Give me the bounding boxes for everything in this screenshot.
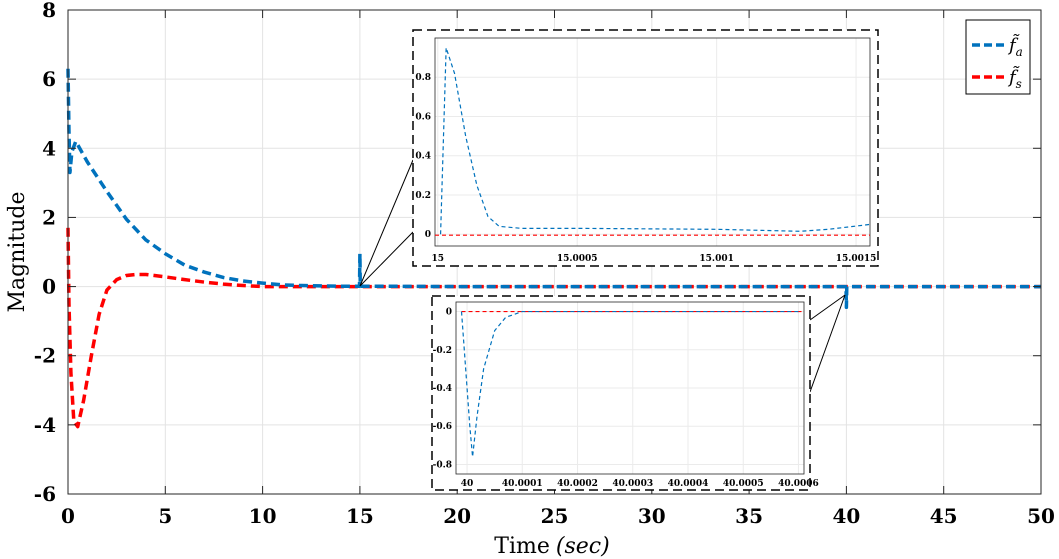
inset-y-tick-label: 0.8 (415, 73, 431, 83)
inset-axes-box (434, 37, 871, 247)
inset-x-tick-label: 15.001 (699, 254, 733, 264)
inset-axes-box (455, 301, 805, 475)
x-tick-label: 45 (930, 504, 958, 528)
inset-connectors (359, 159, 846, 393)
inset-x-tick-label: 40.0005 (723, 479, 764, 489)
connector-top-2 (359, 231, 414, 287)
y-tick-label: -6 (34, 482, 56, 506)
x-tick-label: 50 (1027, 504, 1055, 528)
y-tick-label: 2 (42, 205, 56, 229)
inset-bottom-plot: 40 40.0001 40.0002 40.0003 40.0004 40.0005 40.… (433, 301, 819, 489)
x-axis-label-text: Time (494, 534, 550, 559)
x-axis-label: Time (sec) (494, 534, 609, 559)
inset-top-plot: 15 15.0005 15.001 15.0015 0 0.2 0.4 0.6 0.8 (415, 37, 877, 264)
y-axis-label: Magnitude (5, 191, 30, 312)
inset-y-tick-label: 0 (425, 230, 431, 240)
y-tick-label: 6 (42, 67, 56, 91)
inset-series-line (439, 47, 871, 235)
y-tick-label: 8 (42, 0, 56, 22)
main-series (66, 68, 1041, 429)
y-tick-label: -2 (34, 344, 56, 368)
x-tick-label: 30 (638, 504, 666, 528)
x-tick-label: 0 (61, 504, 75, 528)
inset-x-tick-label: 15.0005 (557, 254, 598, 264)
inset-x-tick-label: 40.0004 (668, 479, 709, 489)
x-tick-label: 20 (443, 504, 471, 528)
x-tick-label: 5 (158, 504, 172, 528)
inset-x-tick-label: 40.0006 (778, 479, 819, 489)
series-line-fa (66, 68, 1041, 310)
y-tick-label: 0 (42, 275, 56, 299)
inset-y-tick-label: 0.2 (415, 191, 431, 201)
inset-x-tick-label: 15.0015 (836, 254, 877, 264)
connector-bottom-2 (809, 294, 846, 393)
y-tick-label: -4 (34, 413, 56, 437)
inset-y-tick-label: 0 (446, 308, 452, 318)
legend-box (965, 19, 1031, 95)
legend: f̃a f̃s (965, 19, 1031, 95)
inset-x-tick-label: 40.0001 (502, 479, 543, 489)
inset-bottom-frame (431, 295, 811, 491)
y-tick-label: 4 (42, 136, 56, 160)
inset-x-tick-label: 40.0002 (557, 479, 598, 489)
inset-y-tick-label: -0.2 (433, 346, 452, 356)
inset-y-tick-label: 0.6 (415, 112, 431, 122)
inset-y-tick-label: -0.4 (433, 384, 452, 394)
inset-x-tick-label: 40.0003 (612, 479, 653, 489)
x-tick-label: 10 (249, 504, 277, 528)
x-tick-label: 40 (832, 504, 860, 528)
x-axis-unit: (sec) (556, 534, 610, 559)
x-tick-label: 35 (735, 504, 763, 528)
series-line-fs (66, 227, 1041, 429)
inset-x-tick-label: 15 (432, 254, 445, 264)
inset-y-tick-label: 0.4 (415, 152, 431, 162)
inset-series-line (460, 310, 799, 457)
main-ticks: 0 5 10 15 20 25 30 35 40 45 50 -6 -4 -2 0 2 4 6 8 (34, 0, 1055, 528)
x-tick-label: 25 (541, 504, 569, 528)
inset-y-tick-label: -0.6 (433, 422, 452, 432)
inset-y-tick-label: -0.8 (433, 460, 452, 470)
connector-top-1 (359, 159, 414, 287)
x-tick-label: 15 (346, 504, 374, 528)
inset-x-tick-label: 40 (461, 479, 474, 489)
inset-top-frame (412, 29, 879, 267)
connector-bottom-1 (809, 294, 846, 321)
